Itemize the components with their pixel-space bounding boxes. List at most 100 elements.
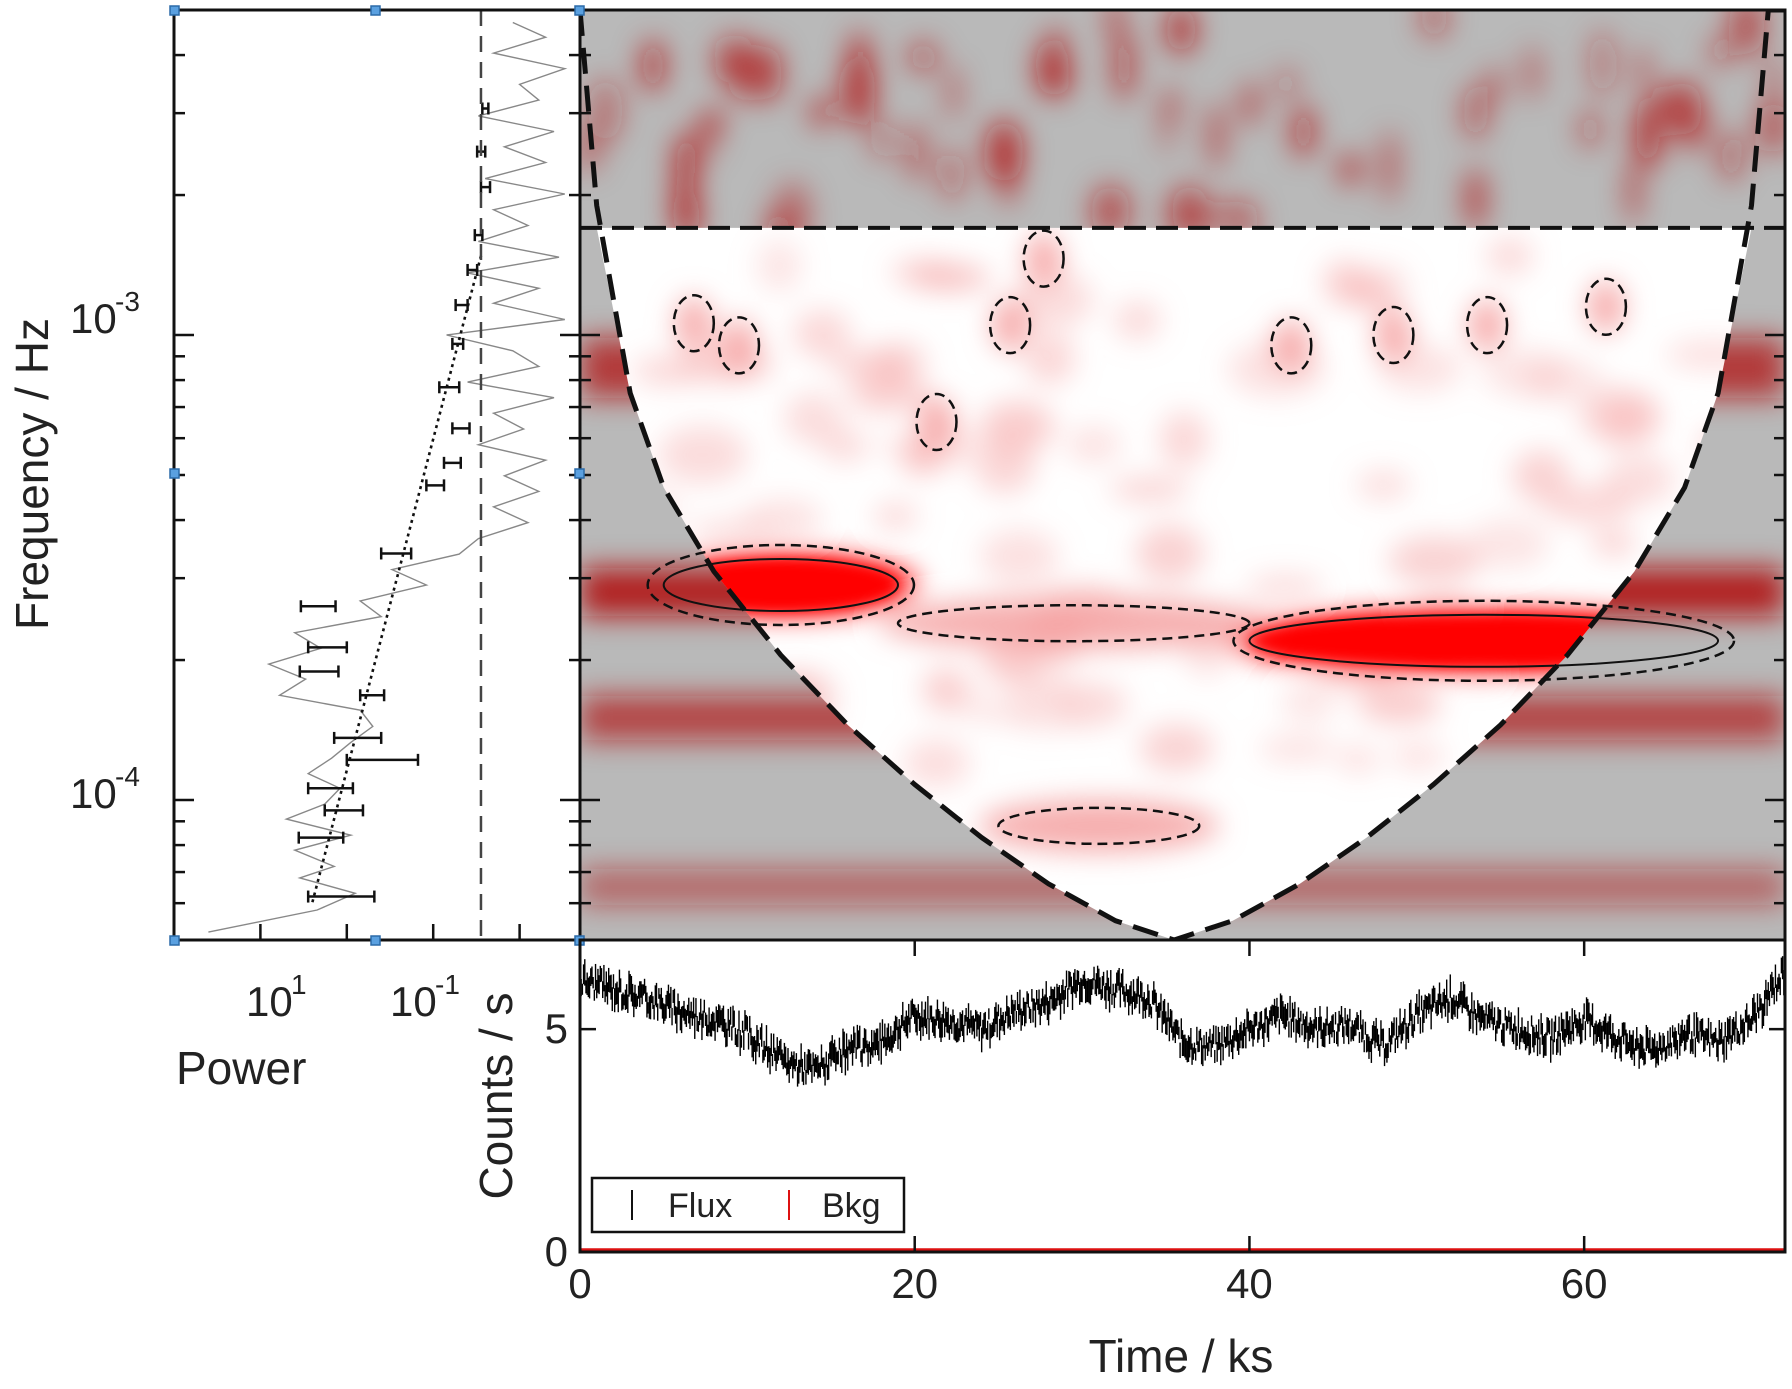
wavelet-panel <box>578 8 1787 942</box>
power-spot <box>1273 319 1310 372</box>
texture-blob <box>959 696 1041 724</box>
significance-contours <box>646 229 1736 846</box>
texture-blob <box>784 392 842 445</box>
contour-95 <box>672 294 716 353</box>
power-tick-base: 10 <box>390 978 437 1025</box>
speckle <box>1462 85 1489 141</box>
power-spot <box>675 297 712 350</box>
speckle <box>727 34 756 105</box>
speckle <box>1160 100 1174 156</box>
power-spot <box>918 396 955 449</box>
handle <box>169 935 180 946</box>
texture-blob <box>756 239 802 293</box>
texture-blob <box>1012 272 1094 328</box>
texture-blob <box>1066 425 1122 464</box>
speckle <box>838 55 876 126</box>
power-tick-label-10: 10 1 <box>246 969 307 1025</box>
texture-blob <box>889 258 957 286</box>
texture-blob <box>1337 745 1379 773</box>
texture-blob <box>1246 574 1325 599</box>
speckle <box>868 118 896 162</box>
texture-blob <box>847 375 926 412</box>
speckle <box>1292 105 1315 158</box>
counts-tick-label: 5 <box>545 1005 568 1052</box>
texture-blob <box>743 499 823 540</box>
texture-blob <box>1159 411 1209 468</box>
speckle <box>1047 24 1065 68</box>
legend: Flux Bkg <box>590 1176 906 1234</box>
freq-tick-exp: -3 <box>115 286 140 317</box>
speckle <box>674 132 699 190</box>
handle <box>169 468 180 479</box>
handle <box>574 468 585 479</box>
counts-tick-label: 0 <box>545 1228 568 1275</box>
speckle <box>1650 86 1665 122</box>
speckle <box>1208 101 1225 170</box>
speckle <box>1339 153 1362 186</box>
contour-95 <box>1270 316 1313 375</box>
handle <box>574 5 585 16</box>
power-spot <box>1587 280 1624 333</box>
texture-blob <box>1357 683 1442 724</box>
speckle <box>1718 131 1744 182</box>
texture-blob <box>1114 300 1161 341</box>
texture-blob <box>1024 332 1075 385</box>
speckle <box>946 65 961 122</box>
power-law-fit-line <box>311 255 483 903</box>
speckle <box>697 116 716 162</box>
contour-95 <box>915 392 958 452</box>
power-spot <box>1375 309 1412 362</box>
legend-box <box>590 1176 906 1234</box>
speckle <box>938 148 966 202</box>
texture-blob <box>1512 449 1570 503</box>
frequency-axis-title: Frequency / Hz <box>6 318 58 630</box>
speckle <box>810 98 832 128</box>
power-tick-label-0.1: 10 -1 <box>390 969 460 1025</box>
texture-blob <box>873 503 918 529</box>
contour-99 <box>662 558 899 613</box>
contour-95 <box>896 603 1251 643</box>
contour-95 <box>1232 599 1736 683</box>
time-tick-label: 40 <box>1226 1260 1273 1307</box>
texture-blob <box>902 738 970 788</box>
speckle <box>1640 133 1660 172</box>
speckle <box>1675 105 1713 154</box>
time-axis-ticks: 0 20 40 60 <box>568 940 1608 1307</box>
texture-blob <box>1591 531 1636 556</box>
contour-95 <box>646 543 916 627</box>
frequency-tick-label-1e-4: 10 -4 <box>70 761 140 817</box>
contour-99 <box>1248 613 1720 668</box>
texture-blob <box>1544 486 1633 524</box>
texture-blob <box>1577 387 1661 444</box>
speckle <box>907 41 938 73</box>
power-tick-base: 10 <box>246 978 293 1025</box>
power-axis-ticks <box>172 924 521 940</box>
texture-blob <box>821 429 869 463</box>
freq-tick-exp: -4 <box>115 761 140 792</box>
contour-95 <box>1584 277 1628 337</box>
speckle <box>587 77 623 144</box>
texture-blob <box>979 529 1059 585</box>
texture-blob <box>974 439 1036 494</box>
speckle <box>1755 101 1785 156</box>
texture-blob <box>979 401 1055 452</box>
speckle <box>1218 198 1244 234</box>
speckle <box>1627 158 1640 224</box>
time-tick-label: 0 <box>568 1260 591 1307</box>
speckle <box>1588 29 1617 98</box>
speckle <box>1419 10 1449 40</box>
texture-blob <box>1356 470 1411 501</box>
time-tick-label: 20 <box>891 1260 938 1307</box>
contour-95 <box>1022 229 1065 288</box>
contour-95 <box>988 295 1032 355</box>
texture-blob <box>1135 524 1204 583</box>
power-band <box>877 597 1270 650</box>
speckle <box>1090 185 1131 238</box>
binned-power-errorbars <box>297 102 492 903</box>
speckle <box>1465 168 1486 230</box>
texture-blob <box>881 435 930 457</box>
freq-tick-base: 10 <box>70 770 117 817</box>
speckle <box>906 122 926 183</box>
speckle <box>1106 10 1124 43</box>
power-tick-exp: -1 <box>435 969 460 1000</box>
